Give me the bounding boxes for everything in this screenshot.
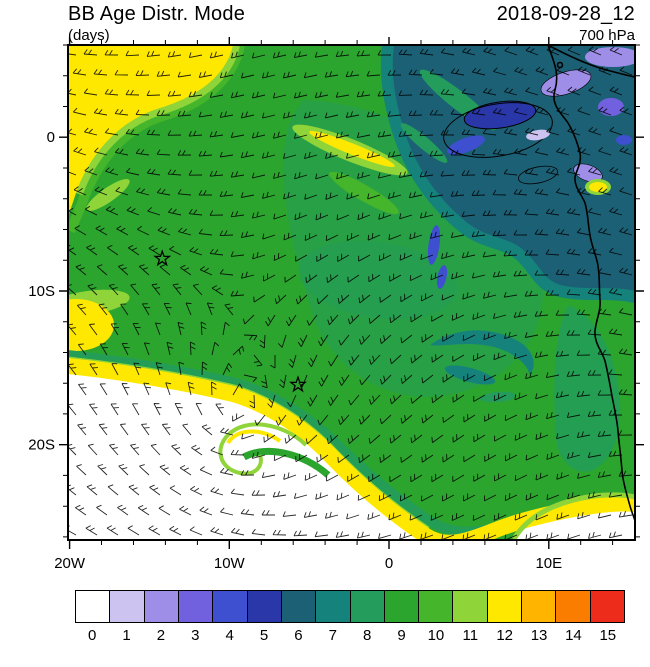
contour-line bbox=[443, 102, 553, 158]
colorbar-label: 0 bbox=[88, 627, 97, 644]
map-frame bbox=[67, 44, 636, 541]
colorbar-swatch-14 bbox=[556, 591, 591, 622]
yellow-swirl-band bbox=[68, 358, 635, 540]
y-axis-label: 10S bbox=[28, 283, 55, 300]
colorbar-label: 13 bbox=[530, 627, 548, 644]
plot-title: BB Age Distr. Mode bbox=[68, 3, 246, 25]
figure-header: BB Age Distr. Mode 2018-09-28_12 bbox=[68, 3, 635, 26]
star-marker-icon bbox=[289, 375, 307, 393]
contour-line bbox=[517, 165, 559, 185]
colorbar-label: 15 bbox=[599, 627, 617, 644]
colorbar-label: 7 bbox=[328, 627, 337, 644]
colorbar-swatch-3 bbox=[178, 591, 214, 622]
figure-subheader: (days) 700 hPa bbox=[68, 27, 635, 44]
axis-labels: 20W 10W 0 10E 0 10S 20S bbox=[28, 129, 562, 572]
colorbar-swatch-15 bbox=[590, 591, 624, 622]
colorbar-swatches bbox=[75, 590, 625, 623]
axis-ticks bbox=[59, 37, 644, 549]
x-axis-label: 10E bbox=[535, 555, 562, 572]
yellow-region-topleft bbox=[68, 45, 233, 217]
colorbar-swatch-12 bbox=[487, 591, 523, 622]
colorbar-swatch-8 bbox=[350, 591, 385, 622]
colorbar-swatch-11 bbox=[453, 591, 488, 622]
minor-ticks bbox=[63, 40, 640, 545]
map-plot: 20W 10W 0 10E 0 10S 20S bbox=[28, 37, 644, 572]
x-axis-label: 0 bbox=[385, 555, 393, 572]
colorbar-label: 6 bbox=[294, 627, 303, 644]
colorbar: 0 1 2 3 4 5 6 7 8 9 10 11 12 13 14 15 bbox=[75, 590, 625, 644]
colorbar-swatch-9 bbox=[384, 591, 420, 622]
y-axis-label: 20S bbox=[28, 437, 55, 454]
colorbar-label: 5 bbox=[259, 627, 269, 644]
colorbar-label: 14 bbox=[565, 627, 582, 644]
colorbar-label: 2 bbox=[156, 627, 166, 644]
colorbar-swatch-10 bbox=[419, 591, 454, 622]
colorbar-label: 1 bbox=[122, 627, 131, 644]
colorbar-swatch-7 bbox=[316, 591, 351, 622]
x-axis-label: 10W bbox=[214, 555, 246, 572]
colorbar-swatch-6 bbox=[281, 591, 317, 622]
location-markers bbox=[153, 249, 307, 393]
colorbar-swatch-4 bbox=[213, 591, 248, 622]
major-ticks bbox=[59, 37, 644, 549]
colorbar-label: 10 bbox=[427, 627, 445, 644]
colorbar-label: 4 bbox=[225, 627, 234, 644]
units-label: (days) bbox=[68, 27, 110, 44]
colorbar-label: 9 bbox=[397, 627, 406, 644]
colorbar-swatch-1 bbox=[110, 591, 145, 622]
low-age-teal-region bbox=[386, 45, 635, 297]
colorbar-swatch-13 bbox=[522, 591, 557, 622]
colorbar-swatch-0 bbox=[76, 591, 111, 622]
colorbar-swatch-2 bbox=[144, 591, 179, 622]
colorbar-labels: 0 1 2 3 4 5 6 7 8 9 10 11 12 13 14 15 bbox=[75, 627, 625, 644]
filled-contour-field bbox=[68, 45, 635, 540]
colorbar-label: 8 bbox=[363, 627, 372, 644]
colorbar-label: 11 bbox=[462, 627, 479, 644]
x-axis-label: 20W bbox=[54, 555, 86, 572]
wind-barbs bbox=[68, 46, 633, 540]
wind-barb-glyphs bbox=[68, 46, 633, 540]
star-marker-icon bbox=[153, 249, 172, 267]
pressure-level-label: 700 hPa bbox=[579, 27, 635, 44]
colorbar-label: 12 bbox=[496, 627, 514, 644]
valid-time: 2018-09-28_12 bbox=[496, 3, 635, 25]
colorbar-label: 3 bbox=[191, 627, 200, 644]
y-axis-label: 0 bbox=[47, 129, 55, 146]
colorbar-swatch-5 bbox=[247, 591, 282, 622]
